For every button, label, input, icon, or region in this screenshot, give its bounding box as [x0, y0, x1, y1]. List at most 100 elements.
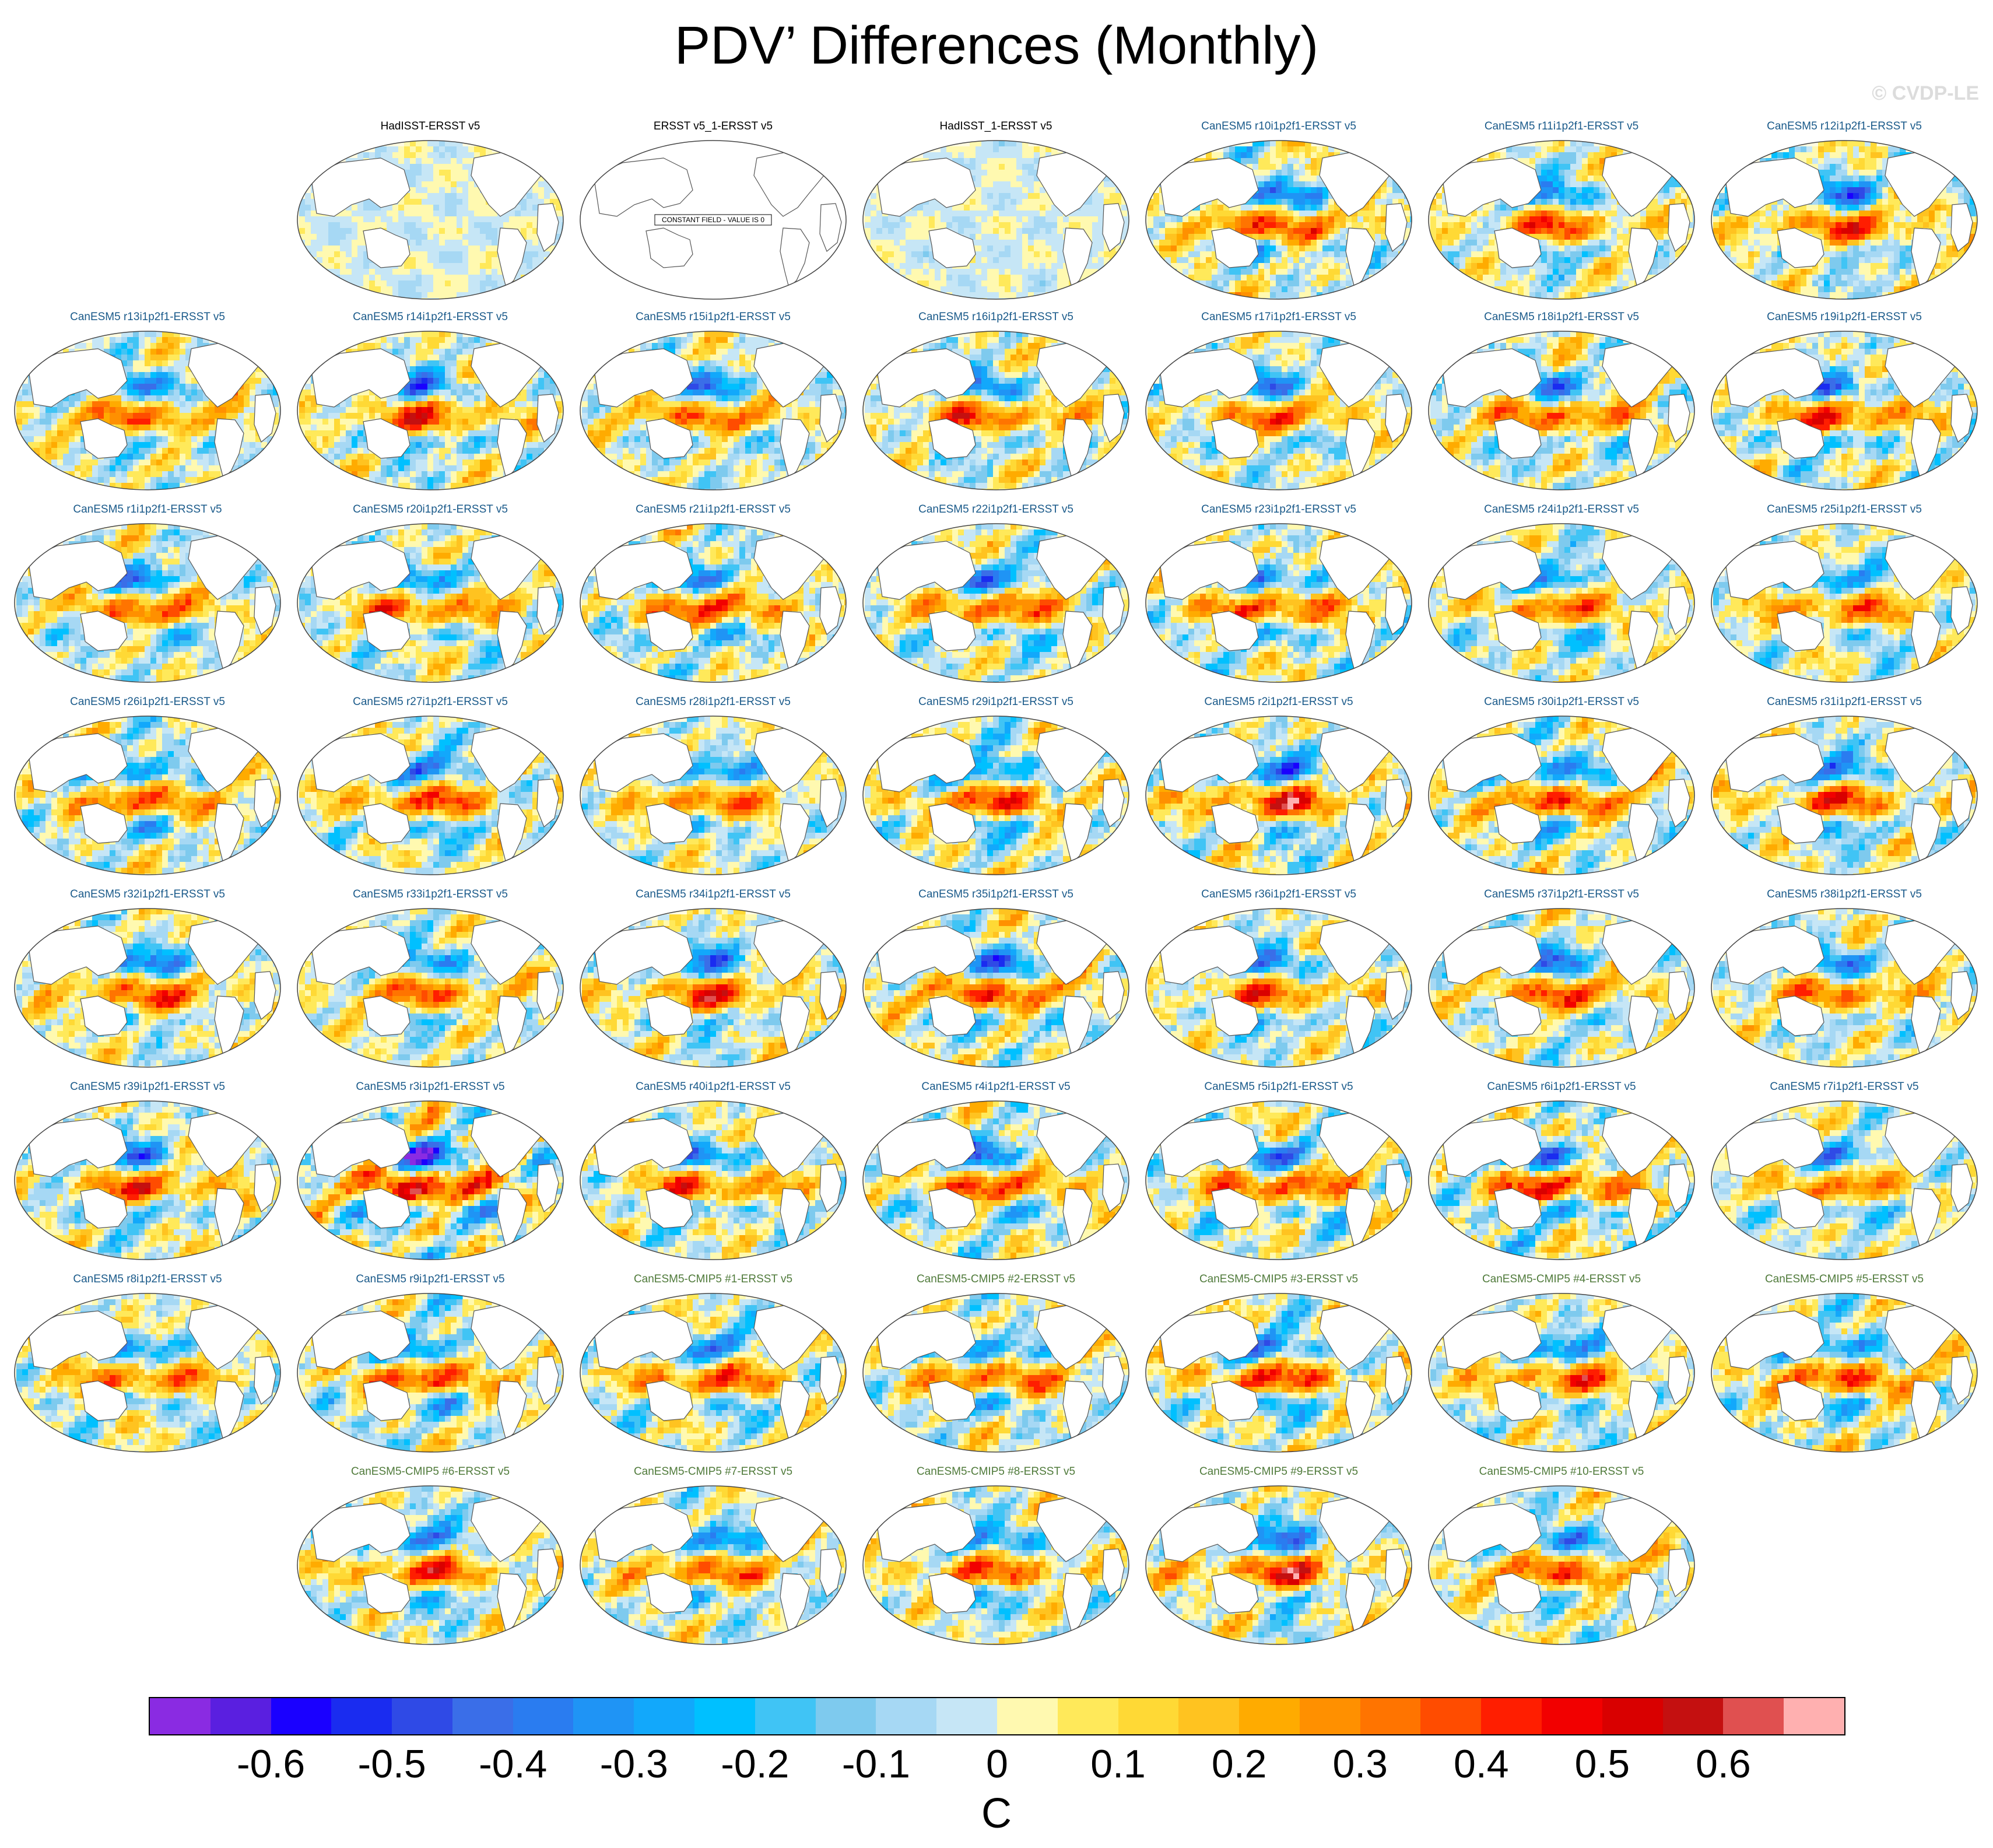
anomaly-cell	[1658, 269, 1664, 275]
anomaly-cell	[305, 234, 311, 240]
anomaly-cell	[1057, 269, 1064, 275]
anomaly-cell	[1063, 269, 1069, 275]
anomaly-cell	[1276, 193, 1282, 199]
anomaly-cell	[1847, 240, 1854, 246]
anomaly-cell	[1736, 228, 1743, 234]
anomaly-cell	[527, 269, 533, 275]
anomaly-cell	[1045, 269, 1052, 275]
anomaly-cell	[1658, 263, 1664, 269]
anomaly-cell	[1570, 280, 1577, 287]
anomaly-cell	[1518, 152, 1524, 159]
anomaly-cell	[1836, 234, 1842, 240]
anomaly-cell	[439, 211, 445, 217]
anomaly-cell	[1853, 251, 1859, 258]
anomaly-cell	[1652, 222, 1658, 229]
anomaly-cell	[1352, 216, 1358, 223]
anomaly-cell	[1258, 176, 1265, 182]
anomaly-cell	[1582, 269, 1588, 275]
anomaly-cell	[1171, 257, 1177, 264]
anomaly-cell	[1104, 251, 1110, 258]
anomaly-cell	[1512, 152, 1518, 159]
anomaly-cell	[964, 158, 970, 164]
anomaly-field	[1711, 141, 1977, 299]
anomaly-cell	[445, 286, 451, 293]
anomaly-cell	[1165, 257, 1171, 264]
anomaly-cell	[1489, 257, 1495, 264]
anomaly-cell	[1448, 234, 1454, 240]
anomaly-cell	[1553, 222, 1559, 229]
anomaly-cell	[1276, 298, 1282, 299]
anomaly-cell	[987, 158, 994, 164]
anomaly-cell	[369, 286, 376, 293]
anomaly-cell	[1188, 269, 1195, 275]
anomaly-cell	[492, 251, 498, 258]
anomaly-cell	[1847, 170, 1854, 176]
anomaly-cell	[1200, 240, 1206, 246]
anomaly-cell	[1964, 257, 1970, 264]
anomaly-cell	[1935, 257, 1941, 264]
anomaly-cell	[1594, 181, 1600, 188]
anomaly-cell	[964, 164, 970, 170]
anomaly-cell	[1500, 286, 1507, 293]
anomaly-cell	[964, 286, 970, 293]
anomaly-cell	[1188, 234, 1195, 240]
anomaly-cell	[1564, 292, 1571, 299]
anomaly-cell	[1681, 187, 1687, 194]
anomaly-cell	[1276, 205, 1282, 211]
anomaly-cell	[1264, 275, 1271, 281]
anomaly-cell	[1206, 257, 1212, 264]
anomaly-cell	[946, 286, 953, 293]
anomaly-cell	[439, 234, 445, 240]
anomaly-cell	[1040, 240, 1046, 246]
anomaly-cell	[1334, 146, 1341, 153]
anomaly-cell	[486, 257, 492, 264]
anomaly-cell	[427, 146, 434, 153]
anomaly-cell	[865, 211, 871, 217]
anomaly-cell	[392, 269, 399, 275]
anomaly-cell	[357, 152, 364, 159]
anomaly-cell	[1311, 152, 1317, 159]
anomaly-cell	[1623, 222, 1629, 229]
anomaly-cell	[993, 181, 999, 188]
anomaly-cell	[1305, 176, 1311, 182]
anomaly-cell	[1148, 222, 1154, 229]
anomaly-cell	[1894, 246, 1900, 252]
anomaly-cell	[923, 211, 929, 217]
anomaly-cell	[894, 228, 900, 234]
anomaly-cell	[1334, 240, 1341, 246]
anomaly-cell	[1040, 286, 1046, 293]
anomaly-cell	[1535, 146, 1542, 153]
anomaly-cell	[1894, 240, 1900, 246]
anomaly-cell	[1952, 199, 1959, 205]
anomaly-cell	[457, 228, 463, 234]
anomaly-cell	[894, 257, 900, 264]
anomaly-cell	[1494, 251, 1501, 258]
anomaly-cell	[1247, 292, 1253, 299]
anomaly-cell	[1582, 286, 1588, 293]
anomaly-cell	[882, 251, 889, 258]
anomaly-cell	[486, 205, 492, 211]
anomaly-cell	[1588, 181, 1594, 188]
anomaly-cell	[1541, 269, 1548, 275]
anomaly-cell	[1494, 222, 1501, 229]
anomaly-cell	[457, 199, 463, 205]
anomaly-cell	[1506, 211, 1513, 217]
anomaly-cell	[1865, 222, 1871, 229]
anomaly-cell	[1841, 222, 1848, 229]
anomaly-cell	[1599, 176, 1606, 182]
anomaly-cell	[946, 211, 953, 217]
anomaly-cell	[1506, 222, 1513, 229]
anomaly-cell	[1541, 187, 1548, 194]
anomaly-cell	[1276, 269, 1282, 275]
anomaly-cell	[970, 146, 976, 153]
anomaly-cell	[1442, 240, 1448, 246]
anomaly-cell	[906, 240, 912, 246]
anomaly-cell	[1404, 193, 1410, 199]
anomaly-cell	[1010, 158, 1017, 164]
anomaly-cell	[993, 269, 999, 275]
anomaly-cell	[462, 275, 469, 281]
anomaly-cell	[457, 286, 463, 293]
anomaly-cell	[1183, 263, 1189, 269]
anomaly-cell	[894, 246, 900, 252]
anomaly-cell	[1882, 181, 1889, 188]
